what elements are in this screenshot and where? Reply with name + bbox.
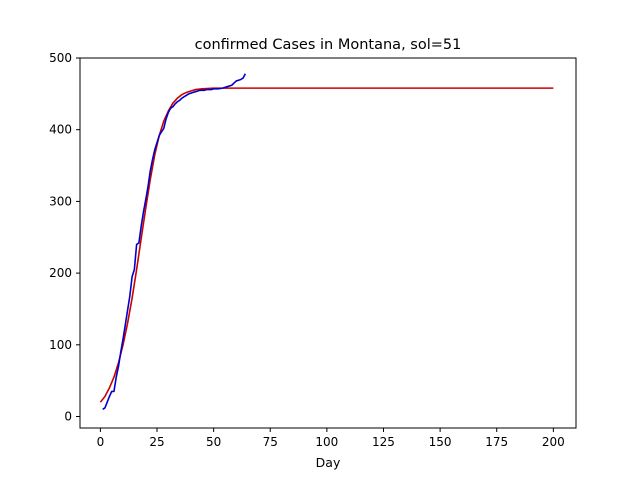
y-tick-label: 0 <box>64 410 72 424</box>
series-line-1 <box>102 73 247 411</box>
y-axis: 0 100 200 300 400 500 <box>49 51 80 424</box>
x-axis-label: Day <box>316 455 341 470</box>
x-tick-label: 0 <box>97 435 105 449</box>
x-tick-label: 25 <box>149 435 164 449</box>
x-axis: 0 25 50 75 100 125 150 175 200 <box>97 428 565 449</box>
plot-lines <box>99 73 554 411</box>
y-tick-label: 400 <box>49 123 72 137</box>
x-tick-label: 50 <box>206 435 221 449</box>
y-tick-label: 100 <box>49 338 72 352</box>
x-tick-label: 200 <box>542 435 565 449</box>
x-tick-label: 175 <box>485 435 508 449</box>
x-tick-label: 125 <box>372 435 395 449</box>
x-tick-label: 75 <box>263 435 278 449</box>
y-tick-label: 500 <box>49 51 72 65</box>
x-tick-label: 100 <box>315 435 338 449</box>
series-line-0 <box>99 87 554 403</box>
y-tick-label: 200 <box>49 266 72 280</box>
chart-title: confirmed Cases in Montana, sol=51 <box>195 37 462 53</box>
x-tick-label: 150 <box>429 435 452 449</box>
plot-frame <box>79 57 577 429</box>
y-tick-label: 300 <box>49 194 72 208</box>
